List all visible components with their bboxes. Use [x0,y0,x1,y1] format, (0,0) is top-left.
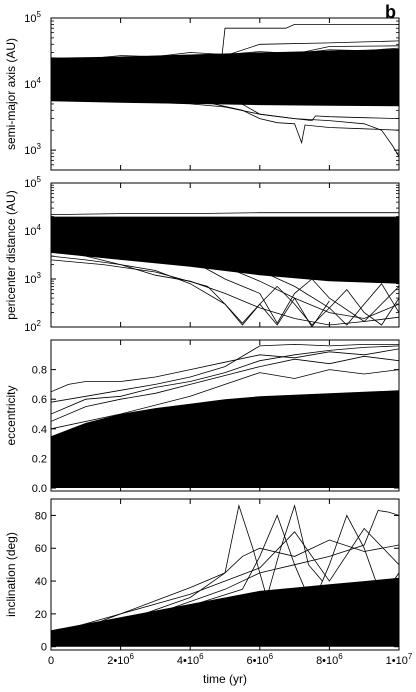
x-tick-label: 4•106 [177,652,204,667]
series-line-1 [51,348,399,393]
series-line-5 [51,241,399,324]
series-line-6 [51,40,399,73]
y-axis-label: pericenter distance (AU) [4,190,18,319]
plot-area [51,343,399,488]
x-tick-label: 2•106 [107,652,134,667]
series-line-2 [51,504,323,641]
y-tick-label: 0 [41,642,47,654]
y-tick-label: 40 [35,576,47,588]
panel-3: 0.0 0.2 0.4 0.6 0.8 eccentricity [4,339,400,495]
plot-area [51,212,399,327]
plot-frame [50,339,400,492]
y-tick-label: 60 [35,543,47,555]
density-band-1 [51,390,399,488]
y-tick-label: 80 [35,510,47,522]
series-line-3 [51,259,399,326]
y-tick-label: 103 [24,142,41,157]
y-axis-label: semi-major axis (AU) [4,38,18,150]
density-band-1 [51,48,399,107]
x-tick-label: 6•106 [246,652,273,667]
series-line-2 [51,255,330,327]
panel-letter: b [385,2,396,22]
series-line-6 [51,642,399,646]
series-line-2 [51,23,399,65]
y-tick-label: 0.6 [32,394,47,406]
series-line-4 [51,510,399,643]
series-line-6 [51,238,399,326]
series-line-5 [51,527,399,634]
series-line-1 [51,249,399,326]
y-tick-label: 104 [24,223,41,238]
series-line-1 [51,539,399,639]
panel-4: 0 20 40 60 80 0 2•106 4•106 6•106 8•106 1•107 incli… [4,498,413,667]
series-line-5 [51,98,399,157]
series-line-4 [51,355,399,422]
series-line-4 [51,90,399,145]
panel-1: 103 104 105 semi-major axis (AU) [4,10,400,171]
density-band-1 [51,216,399,284]
series-line-7 [51,477,399,482]
series-line-6 [51,483,399,486]
density-band-1 [51,577,399,647]
plot-frame [50,498,400,651]
panel-2: 102 103 104 105 pericenter distance (AU) [4,175,400,334]
plot-area [51,23,399,157]
plot-area [51,504,399,647]
series-line-3 [51,345,399,415]
y-tick-label: 105 [24,10,41,25]
x-tick-label: 8•106 [316,652,343,667]
y-tick-label: 0.2 [32,453,47,465]
y-tick-label: 104 [24,76,41,91]
x-tick-label: 0 [48,655,54,667]
series-line-7 [51,212,399,215]
y-tick-label: 0.4 [32,424,47,436]
y-tick-label: 105 [24,175,41,190]
series-line-2 [51,343,399,403]
y-axis-label: inclination (deg) [4,532,18,617]
series-line-7 [51,45,399,68]
y-axis-label: eccentricity [4,385,18,445]
y-tick-label: 20 [35,609,47,621]
series-line-4 [51,245,399,319]
x-tick-label: 1•107 [386,652,413,667]
y-tick-label: 0.0 [32,483,47,495]
series-line-1 [51,47,399,60]
y-tick-label: 103 [24,271,41,286]
x-axis-label: time (yr) [203,672,247,686]
y-tick-label: 102 [24,319,41,334]
series-line-5 [51,369,399,430]
y-tick-label: 0.8 [32,365,47,377]
plot-frame [50,182,400,328]
